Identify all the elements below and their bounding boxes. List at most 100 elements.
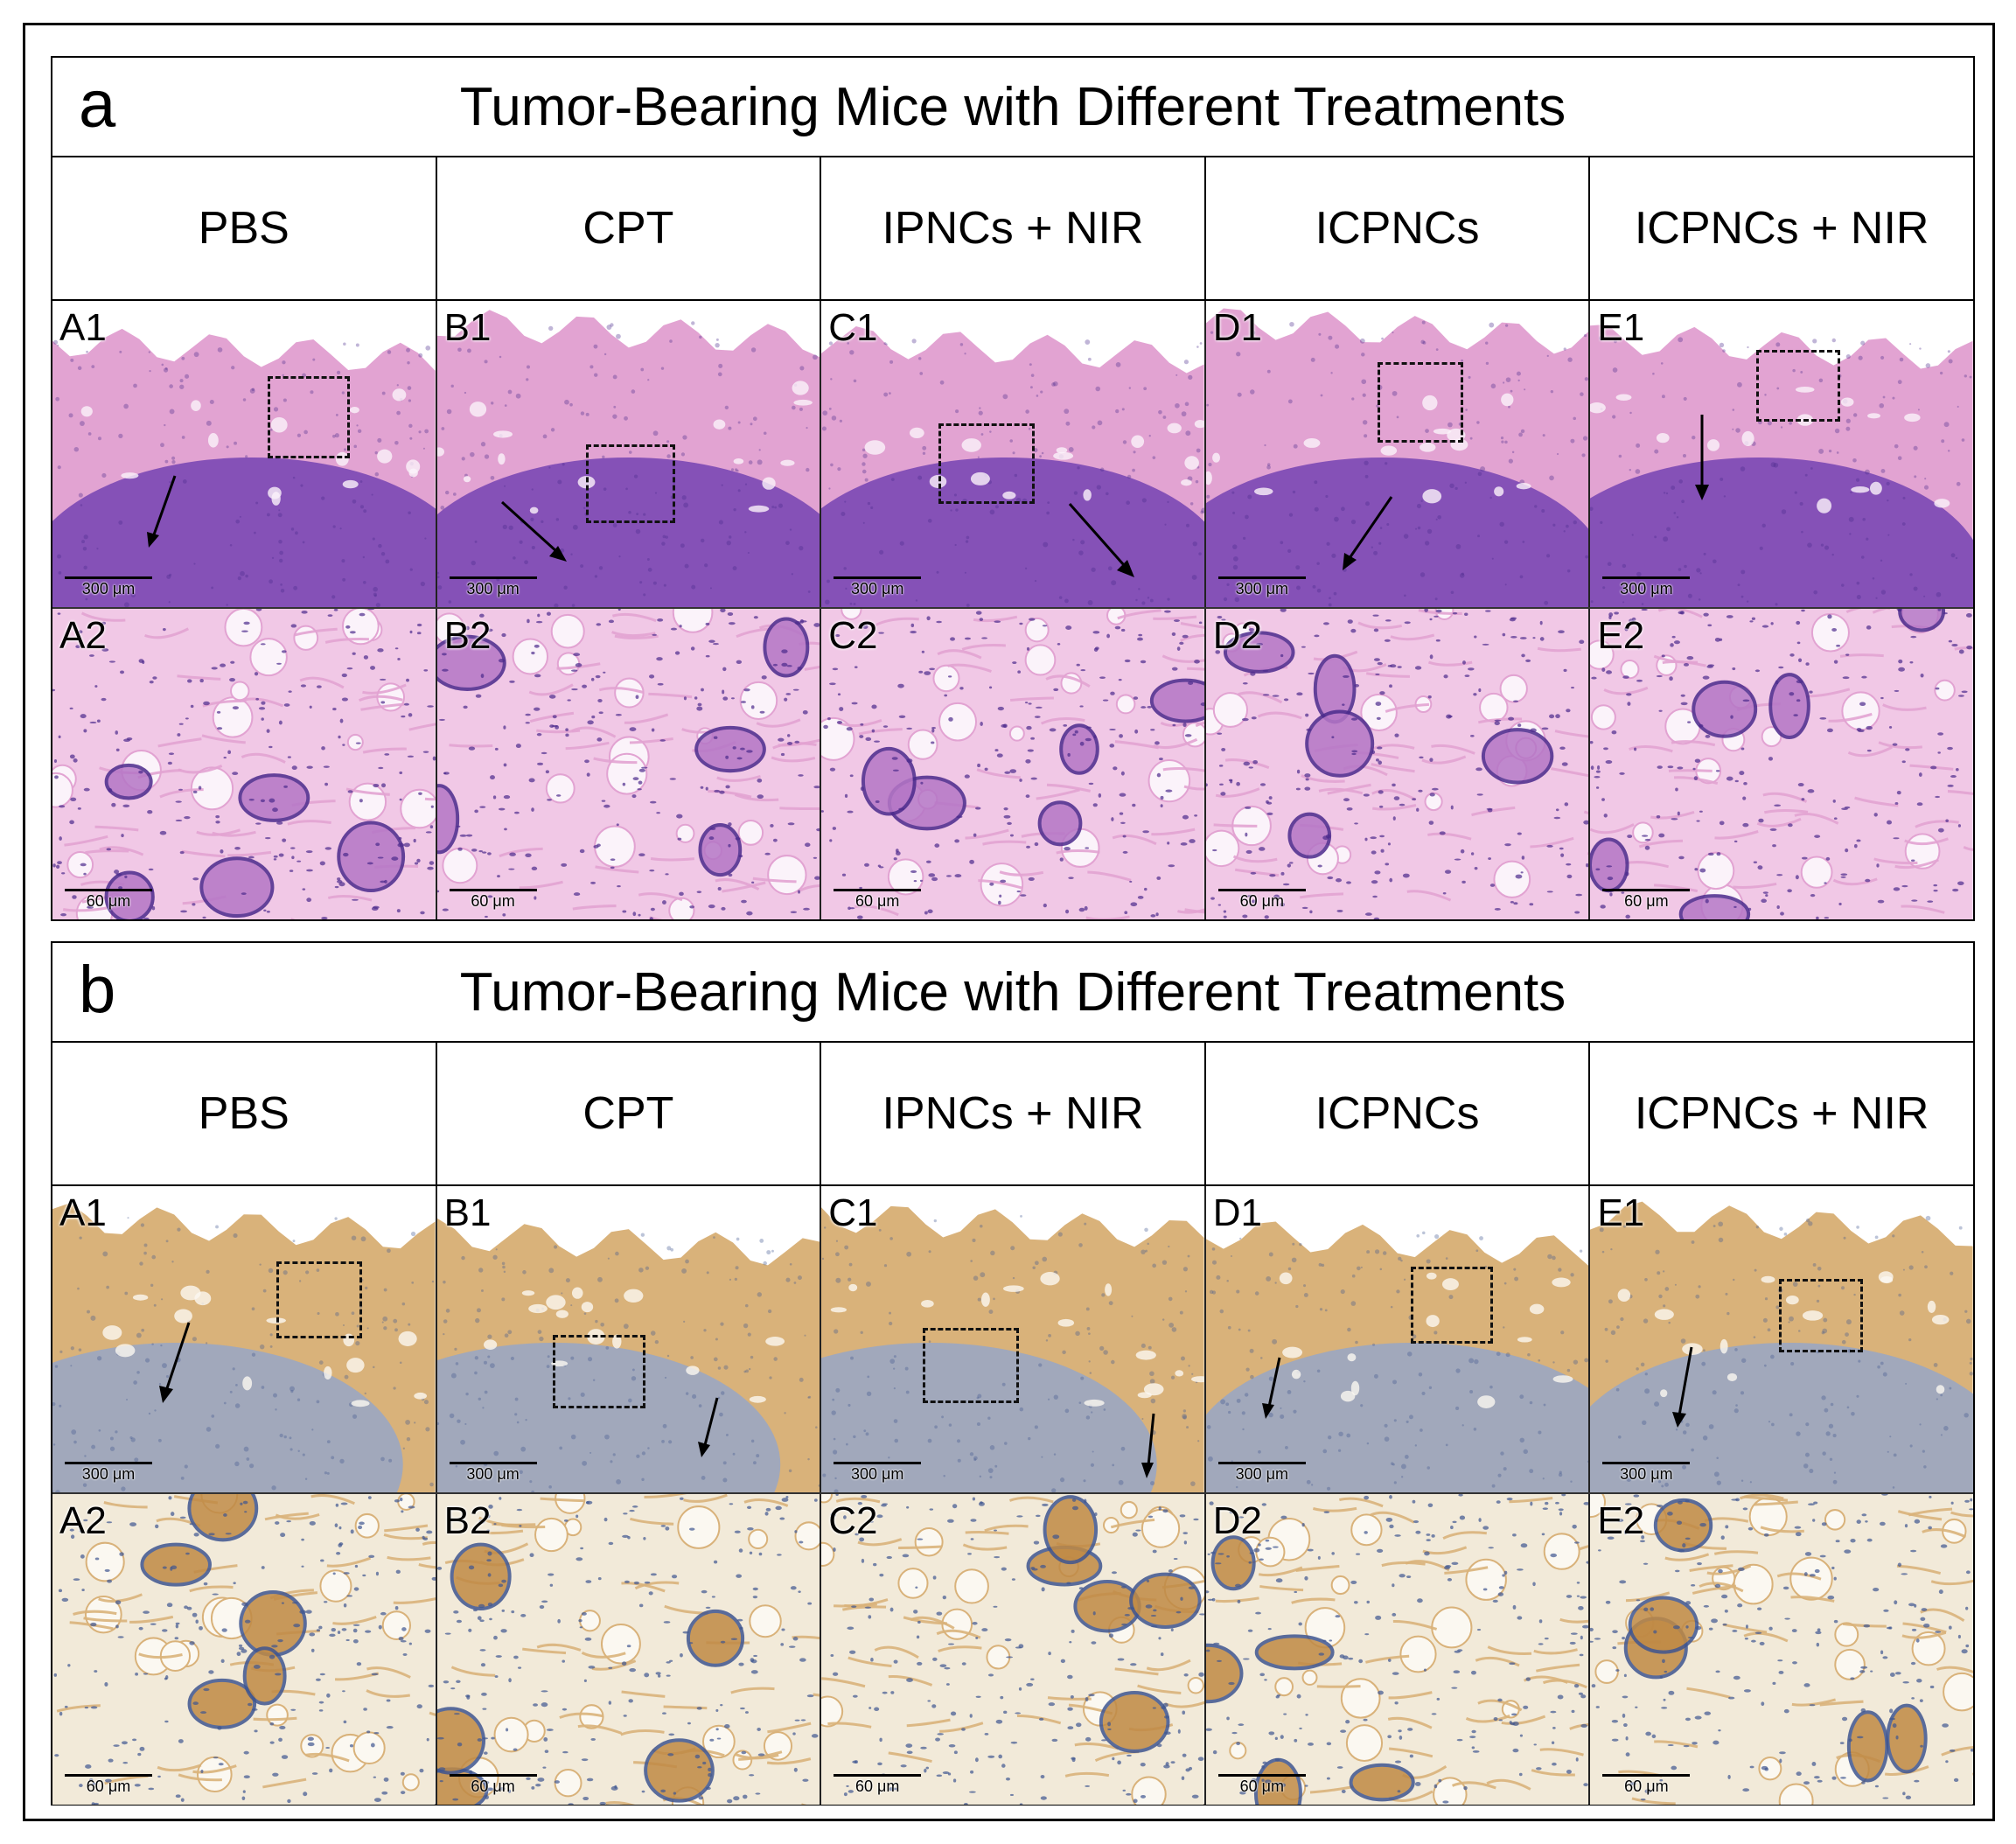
zoom-region-box bbox=[1756, 350, 1841, 422]
scale-bar: 300 μm bbox=[1602, 1462, 1691, 1484]
arrow-icon bbox=[500, 500, 567, 562]
image-label: A1 bbox=[59, 1191, 107, 1234]
scale-bar: 60 μm bbox=[65, 889, 152, 911]
scale-bar: 300 μm bbox=[65, 1462, 152, 1484]
arrow-icon bbox=[159, 1322, 191, 1403]
image-label: E2 bbox=[1597, 614, 1645, 657]
image-label: A2 bbox=[59, 1499, 107, 1542]
scale-bar: 300 μm bbox=[1602, 576, 1691, 598]
scale-bar: 300 μm bbox=[834, 1462, 922, 1484]
panel-b-title: Tumor-Bearing Mice with Different Treatm… bbox=[459, 962, 1566, 1023]
ihc-image-d1: D1 300 μm bbox=[1205, 1186, 1591, 1492]
panel-a-title: Tumor-Bearing Mice with Different Treatm… bbox=[459, 77, 1566, 137]
tissue-texture bbox=[1205, 1494, 1589, 1805]
tissue-texture bbox=[52, 301, 436, 607]
image-label: B1 bbox=[443, 1191, 492, 1234]
image-label: A2 bbox=[59, 614, 107, 657]
arrow-icon bbox=[697, 1397, 719, 1457]
scale-bar: 60 μm bbox=[834, 1774, 922, 1796]
tissue-texture bbox=[436, 1186, 820, 1492]
arrow-icon bbox=[1261, 1357, 1281, 1419]
arrow-icon bbox=[1695, 415, 1710, 500]
column-header-cpt: CPT bbox=[437, 1043, 822, 1184]
arrow-icon bbox=[1069, 503, 1135, 577]
tissue-texture bbox=[821, 1494, 1204, 1805]
panel-a-column-headers: PBS CPT IPNCs + NIR ICPNCs ICPNCs + NIR bbox=[52, 157, 1973, 301]
scale-bar: 60 μm bbox=[1217, 889, 1306, 911]
image-label: C1 bbox=[828, 1191, 878, 1234]
column-header-pbs: PBS bbox=[52, 1043, 437, 1184]
column-header-icpncs-nir: ICPNCs + NIR bbox=[1634, 203, 1929, 254]
tissue-texture bbox=[821, 609, 1204, 919]
panel-b-column-headers: PBS CPT IPNCs + NIR ICPNCs ICPNCs + NIR bbox=[52, 1043, 1973, 1186]
image-label: D1 bbox=[1212, 1191, 1263, 1234]
arrow-icon bbox=[147, 475, 177, 548]
image-label: D1 bbox=[1212, 306, 1263, 349]
he-image-c1: C1 300 μm bbox=[821, 301, 1206, 607]
he-image-b1: B1 300 μm bbox=[436, 301, 822, 607]
ihc-image-e2: E2 60 μm bbox=[1590, 1494, 1973, 1805]
zoom-region-box bbox=[1377, 362, 1463, 443]
panel-a-low-mag-row: A1 300 μm B1 300 μm C1 300 μm D1 300 μm bbox=[52, 301, 1973, 609]
scale-bar: 300 μm bbox=[449, 1462, 537, 1484]
ihc-image-d2: D2 60 μm bbox=[1205, 1494, 1591, 1805]
zoom-region-box bbox=[276, 1261, 362, 1338]
image-label: C2 bbox=[828, 614, 878, 657]
panel-b-letter: b bbox=[79, 953, 116, 1027]
he-image-a1: A1 300 μm bbox=[52, 301, 437, 607]
tissue-texture bbox=[436, 1494, 820, 1805]
he-image-d1: D1 300 μm bbox=[1205, 301, 1591, 607]
panel-a-high-mag-row: A2 60 μm B2 60 μm C2 60 μm D2 60 μm E2 6… bbox=[52, 609, 1973, 919]
he-image-d2: D2 60 μm bbox=[1205, 609, 1591, 919]
tissue-texture bbox=[436, 301, 820, 607]
ihc-image-a1: A1 300 μm bbox=[52, 1186, 437, 1492]
figure-frame bbox=[23, 23, 1995, 1821]
scale-bar: 300 μm bbox=[449, 576, 537, 598]
arrow-icon bbox=[1342, 496, 1393, 570]
panel-a-title-row: a Tumor-Bearing Mice with Different Trea… bbox=[52, 58, 1973, 157]
he-image-a2: A2 60 μm bbox=[52, 609, 437, 919]
ihc-image-c2: C2 60 μm bbox=[821, 1494, 1206, 1805]
scale-bar: 60 μm bbox=[1217, 1774, 1306, 1796]
column-header-ipncs-nir: IPNCs + NIR bbox=[821, 1043, 1206, 1184]
tissue-texture bbox=[52, 1186, 436, 1492]
panel-b: b Tumor-Bearing Mice with Different Trea… bbox=[51, 941, 1975, 1806]
tissue-texture bbox=[1205, 1186, 1589, 1492]
panel-b-low-mag-row: A1 300 μm B1 300 μm C1 300 μm D1 300 μm bbox=[52, 1186, 1973, 1494]
scale-bar: 60 μm bbox=[1602, 1774, 1691, 1796]
arrow-icon bbox=[1672, 1346, 1693, 1428]
tissue-texture bbox=[821, 1186, 1204, 1492]
zoom-region-box bbox=[938, 423, 1036, 504]
column-header-icpncs-nir: ICPNCs + NIR bbox=[1634, 1088, 1929, 1139]
scale-bar: 300 μm bbox=[1217, 576, 1306, 598]
column-header-icpncs: ICPNCs bbox=[1206, 157, 1591, 299]
image-label: B1 bbox=[443, 306, 492, 349]
scale-bar: 60 μm bbox=[1602, 889, 1691, 911]
tissue-texture bbox=[436, 609, 820, 919]
he-image-e1: E1 300 μm bbox=[1590, 301, 1973, 607]
tissue-texture bbox=[1590, 301, 1973, 607]
image-label: E2 bbox=[1597, 1499, 1645, 1542]
scale-bar: 60 μm bbox=[834, 889, 922, 911]
zoom-region-box bbox=[1410, 1267, 1493, 1344]
zoom-region-box bbox=[585, 444, 675, 523]
column-header-pbs: PBS bbox=[52, 157, 437, 299]
panel-b-high-mag-row: A2 60 μm B2 60 μm C2 60 μm D2 60 μm E2 6… bbox=[52, 1494, 1973, 1805]
he-image-b2: B2 60 μm bbox=[436, 609, 822, 919]
image-label: C2 bbox=[828, 1499, 878, 1542]
tissue-texture bbox=[821, 301, 1204, 607]
ihc-image-c1: C1 300 μm bbox=[821, 1186, 1206, 1492]
image-label: D2 bbox=[1212, 1499, 1263, 1542]
ihc-image-a2: A2 60 μm bbox=[52, 1494, 437, 1805]
he-image-e2: E2 60 μm bbox=[1590, 609, 1973, 919]
tissue-texture bbox=[52, 1494, 436, 1805]
column-header-ipncs-nir: IPNCs + NIR bbox=[821, 157, 1206, 299]
scale-bar: 60 μm bbox=[65, 1774, 152, 1796]
tissue-texture bbox=[1590, 1494, 1973, 1805]
column-header-icpncs: ICPNCs bbox=[1206, 1043, 1591, 1184]
scale-bar: 300 μm bbox=[1217, 1462, 1306, 1484]
image-label: A1 bbox=[59, 306, 107, 349]
ihc-image-b1: B1 300 μm bbox=[436, 1186, 822, 1492]
scale-bar: 300 μm bbox=[834, 576, 922, 598]
scale-bar: 60 μm bbox=[449, 1774, 537, 1796]
